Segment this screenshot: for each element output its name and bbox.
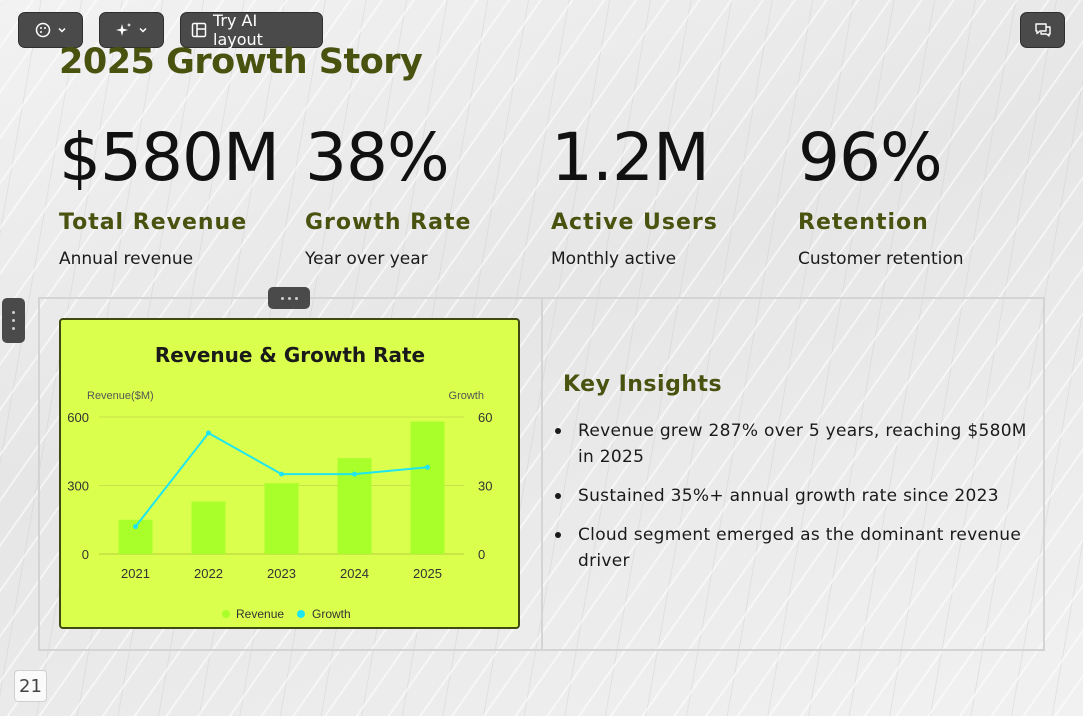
magic-button[interactable] xyxy=(99,12,164,48)
y-left-tick-label: 0 xyxy=(82,547,89,562)
palette-icon xyxy=(35,22,51,38)
y-axis-left-label: Revenue($M) xyxy=(87,390,154,402)
insight-item: Cloud segment emerged as the dominant re… xyxy=(555,522,1028,574)
legend-label-growth: Growth xyxy=(312,607,351,621)
legend-swatch-revenue xyxy=(222,610,230,618)
stat-subtitle: Monthly active xyxy=(551,249,677,269)
stat-active-users: 1.2M Active Users Monthly active xyxy=(551,118,791,269)
stat-value: $580M xyxy=(59,119,280,196)
insight-item: Sustained 35%+ annual growth rate since … xyxy=(555,483,1028,509)
growth-point-2021 xyxy=(133,524,138,530)
y-right-tick-label: 0 xyxy=(478,547,485,562)
stat-growth-rate: 38% Growth Rate Year over year xyxy=(305,118,545,269)
stat-label: Growth Rate xyxy=(305,210,472,235)
stat-subtitle: Annual revenue xyxy=(59,249,194,269)
y-right-tick-label: 30 xyxy=(478,479,492,494)
comment-icon xyxy=(1034,22,1052,38)
growth-point-2024 xyxy=(352,471,357,477)
chevron-down-icon xyxy=(57,25,67,35)
growth-point-2025 xyxy=(425,464,430,470)
bar-revenue-2022 xyxy=(191,501,226,554)
stat-subtitle: Year over year xyxy=(305,249,428,269)
chevron-down-icon xyxy=(138,25,148,35)
stat-subtitle: Customer retention xyxy=(798,249,964,269)
drag-handle-vertical[interactable] xyxy=(2,298,25,343)
legend-label-revenue: Revenue xyxy=(236,607,284,621)
try-ai-layout-label: Try AI layout xyxy=(213,11,263,49)
x-tick-label: 2025 xyxy=(413,566,442,581)
stat-label: Retention xyxy=(798,210,929,235)
stat-total-revenue: $580M Total Revenue Annual revenue xyxy=(59,118,299,269)
bar-revenue-2023 xyxy=(264,483,299,554)
x-tick-label: 2023 xyxy=(267,566,296,581)
x-tick-label: 2022 xyxy=(194,566,223,581)
layout-icon xyxy=(191,22,207,38)
insights-list: Revenue grew 287% over 5 years, reaching… xyxy=(555,418,1028,587)
stat-value: 38% xyxy=(305,119,450,196)
chart-title: Revenue & Growth Rate xyxy=(155,343,425,367)
stat-label: Total Revenue xyxy=(59,210,248,235)
chart-card[interactable]: Revenue & Growth Rate Revenue($M) Growth… xyxy=(59,318,520,629)
insight-item: Revenue grew 287% over 5 years, reaching… xyxy=(555,418,1028,470)
stat-retention: 96% Retention Customer retention xyxy=(798,118,1038,269)
column-divider xyxy=(541,297,543,651)
y-left-tick-label: 300 xyxy=(67,479,89,494)
revenue-growth-chart: Revenue & Growth Rate Revenue($M) Growth… xyxy=(67,343,492,621)
y-left-tick-label: 600 xyxy=(67,410,89,425)
sparkle-icon xyxy=(115,22,132,38)
stat-label: Active Users xyxy=(551,210,718,235)
bar-revenue-2025 xyxy=(410,421,445,554)
stat-value: 1.2M xyxy=(551,119,710,196)
theme-button[interactable] xyxy=(18,12,83,48)
y-axis-right-label: Growth xyxy=(449,390,484,402)
drag-handle-horizontal[interactable] xyxy=(268,287,310,309)
y-right-tick-label: 60 xyxy=(478,410,492,425)
legend-swatch-growth xyxy=(297,610,305,618)
x-tick-label: 2021 xyxy=(121,566,150,581)
key-insights-heading: Key Insights xyxy=(563,372,723,397)
slide-title: 2025 Growth Story xyxy=(59,42,423,82)
try-ai-layout-button[interactable]: Try AI layout xyxy=(180,11,323,49)
x-tick-label: 2024 xyxy=(340,566,369,581)
page-number: 21 xyxy=(14,670,47,702)
growth-point-2022 xyxy=(206,430,211,436)
growth-point-2023 xyxy=(279,471,284,477)
comment-button[interactable] xyxy=(1020,12,1065,48)
stat-value: 96% xyxy=(798,119,943,196)
